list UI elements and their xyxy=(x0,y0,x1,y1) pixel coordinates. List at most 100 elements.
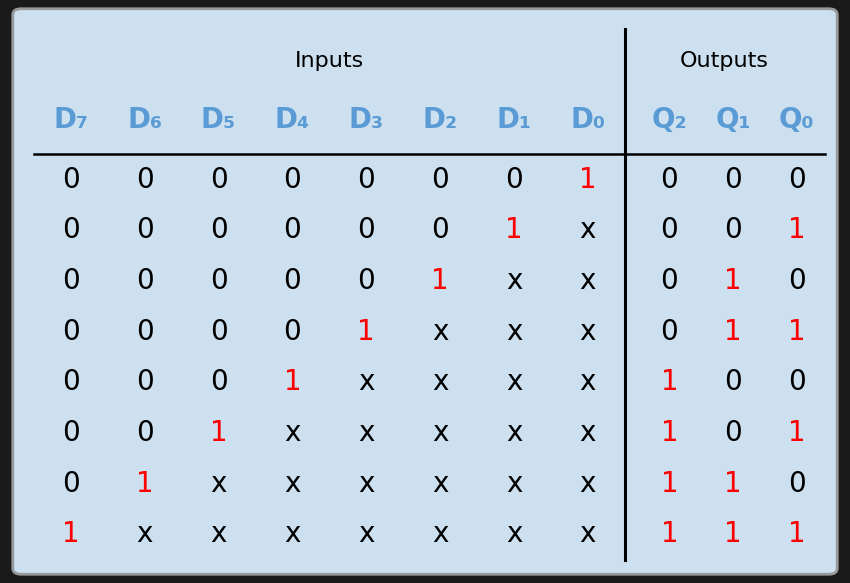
Text: 0: 0 xyxy=(210,368,228,396)
Text: x: x xyxy=(358,419,375,447)
Text: 0: 0 xyxy=(62,470,80,498)
Text: D₅: D₅ xyxy=(201,106,236,134)
Text: 0: 0 xyxy=(724,216,742,244)
FancyBboxPatch shape xyxy=(13,9,837,574)
Text: 0: 0 xyxy=(431,166,449,194)
Text: x: x xyxy=(506,419,522,447)
Text: 0: 0 xyxy=(136,368,154,396)
Text: 0: 0 xyxy=(136,318,154,346)
Text: x: x xyxy=(580,521,596,549)
Text: x: x xyxy=(358,521,375,549)
Text: x: x xyxy=(211,521,227,549)
Text: 1: 1 xyxy=(210,419,228,447)
Text: 0: 0 xyxy=(62,216,80,244)
Text: Outputs: Outputs xyxy=(680,51,769,71)
Text: D₇: D₇ xyxy=(54,106,88,134)
Text: 1: 1 xyxy=(358,318,375,346)
Text: D₄: D₄ xyxy=(275,106,310,134)
Text: x: x xyxy=(284,419,301,447)
Text: 0: 0 xyxy=(788,166,806,194)
Text: x: x xyxy=(432,521,448,549)
Text: D₆: D₆ xyxy=(128,106,162,134)
Text: 1: 1 xyxy=(579,166,597,194)
Text: x: x xyxy=(211,470,227,498)
Text: 0: 0 xyxy=(357,216,375,244)
Text: 0: 0 xyxy=(136,267,154,295)
Text: x: x xyxy=(432,470,448,498)
Text: 0: 0 xyxy=(62,318,80,346)
Text: 0: 0 xyxy=(210,216,228,244)
Text: x: x xyxy=(284,470,301,498)
Text: x: x xyxy=(506,521,522,549)
Text: D₂: D₂ xyxy=(422,106,457,134)
Text: 0: 0 xyxy=(660,166,678,194)
Text: 0: 0 xyxy=(505,166,523,194)
Text: x: x xyxy=(358,470,375,498)
Text: x: x xyxy=(580,470,596,498)
Text: x: x xyxy=(580,267,596,295)
Text: 0: 0 xyxy=(210,166,228,194)
Text: x: x xyxy=(580,318,596,346)
Text: x: x xyxy=(506,318,522,346)
Text: Q₀: Q₀ xyxy=(779,106,814,134)
Text: 1: 1 xyxy=(505,216,523,244)
Text: x: x xyxy=(284,521,301,549)
Text: 0: 0 xyxy=(62,166,80,194)
Text: 0: 0 xyxy=(724,368,742,396)
Text: 0: 0 xyxy=(724,419,742,447)
Text: 0: 0 xyxy=(431,216,449,244)
Text: 0: 0 xyxy=(62,419,80,447)
Text: x: x xyxy=(432,318,448,346)
Text: 0: 0 xyxy=(660,216,678,244)
Text: 1: 1 xyxy=(136,470,154,498)
Text: x: x xyxy=(432,419,448,447)
Text: x: x xyxy=(432,368,448,396)
Text: 1: 1 xyxy=(660,419,678,447)
Text: 0: 0 xyxy=(136,216,154,244)
Text: 0: 0 xyxy=(136,166,154,194)
Text: 0: 0 xyxy=(357,267,375,295)
Text: 1: 1 xyxy=(788,419,806,447)
Text: x: x xyxy=(580,216,596,244)
Text: 0: 0 xyxy=(357,166,375,194)
Text: 1: 1 xyxy=(724,470,742,498)
Text: 0: 0 xyxy=(284,267,302,295)
Text: 0: 0 xyxy=(210,318,228,346)
Text: 0: 0 xyxy=(788,470,806,498)
Text: x: x xyxy=(358,368,375,396)
Text: 1: 1 xyxy=(660,368,678,396)
Text: x: x xyxy=(506,470,522,498)
Text: 1: 1 xyxy=(724,267,742,295)
Text: D₃: D₃ xyxy=(348,106,384,134)
Text: 0: 0 xyxy=(788,368,806,396)
Text: 0: 0 xyxy=(788,267,806,295)
Text: 1: 1 xyxy=(788,318,806,346)
Text: 1: 1 xyxy=(724,318,742,346)
Text: Inputs: Inputs xyxy=(295,51,364,71)
Text: 0: 0 xyxy=(724,166,742,194)
Text: D₁: D₁ xyxy=(496,106,531,134)
Text: x: x xyxy=(137,521,153,549)
Text: Q₁: Q₁ xyxy=(716,106,751,134)
Text: x: x xyxy=(580,419,596,447)
Text: 1: 1 xyxy=(788,216,806,244)
Text: 0: 0 xyxy=(284,166,302,194)
Text: x: x xyxy=(506,267,522,295)
Text: x: x xyxy=(580,368,596,396)
Text: 1: 1 xyxy=(660,470,678,498)
Text: 1: 1 xyxy=(431,267,449,295)
Text: 0: 0 xyxy=(62,368,80,396)
Text: x: x xyxy=(506,368,522,396)
Text: 0: 0 xyxy=(136,419,154,447)
Text: 0: 0 xyxy=(210,267,228,295)
Text: 1: 1 xyxy=(62,521,80,549)
Text: 1: 1 xyxy=(788,521,806,549)
Text: 1: 1 xyxy=(284,368,301,396)
Text: 1: 1 xyxy=(660,521,678,549)
Text: Q₂: Q₂ xyxy=(652,106,687,134)
Text: D₀: D₀ xyxy=(570,106,605,134)
Text: 0: 0 xyxy=(284,318,302,346)
Text: 0: 0 xyxy=(660,267,678,295)
Text: 0: 0 xyxy=(284,216,302,244)
Text: 1: 1 xyxy=(724,521,742,549)
